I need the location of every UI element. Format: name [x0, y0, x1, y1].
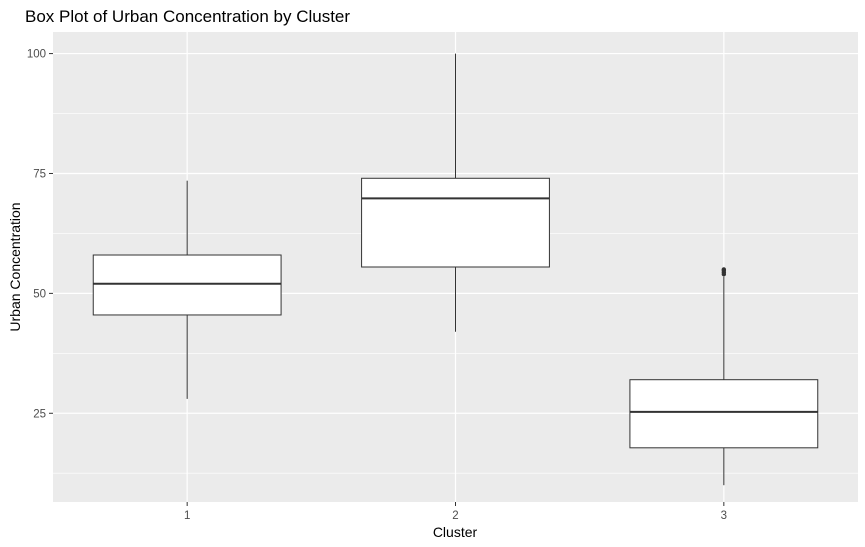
y-tick-label: 75 — [33, 168, 46, 180]
box-cluster-2 — [361, 53, 550, 332]
outlier-point — [721, 267, 727, 272]
y-tick-label: 25 — [33, 408, 46, 420]
x-tick-label: 3 — [721, 510, 727, 522]
x-tick-label: 1 — [184, 510, 190, 522]
box-iqr — [361, 177, 550, 268]
box-iqr — [629, 379, 819, 449]
box-cluster-1 — [92, 180, 282, 399]
y-tick-label: 100 — [27, 49, 46, 61]
x-axis-ticks: 1 2 3 — [184, 502, 727, 522]
chart-title: Box Plot of Urban Concentration by Clust… — [25, 7, 350, 26]
y-tick-label: 50 — [33, 288, 46, 300]
y-axis-ticks: 25 50 75 100 — [27, 49, 53, 420]
y-axis-title: Urban Concentration — [7, 202, 23, 331]
x-axis-title: Cluster — [433, 524, 478, 540]
x-tick-label: 2 — [452, 510, 458, 522]
boxes-layer — [92, 53, 819, 486]
box-cluster-3 — [629, 267, 819, 486]
box-iqr — [92, 254, 282, 316]
